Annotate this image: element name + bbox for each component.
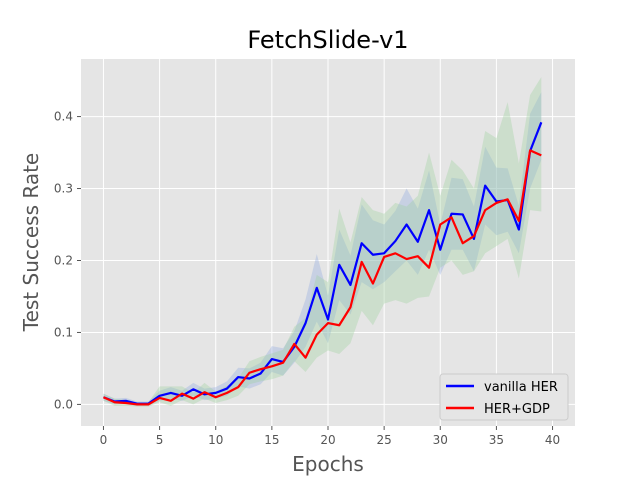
y-tick-label-2: 0.2 — [54, 253, 73, 267]
x-tick-label-10: 10 — [208, 433, 223, 447]
band-her-gdp — [103, 76, 542, 407]
y-axis-ticks: 0.0 0.1 0.2 0.3 0.4 — [54, 110, 81, 411]
x-axis-ticks: 0 5 10 15 20 25 30 35 40 — [100, 426, 560, 447]
legend-label-vanilla-her: vanilla HER — [484, 380, 558, 395]
y-axis-label: Test Success Rate — [19, 153, 43, 332]
x-tick-label-30: 30 — [433, 433, 448, 447]
x-tick-label-40: 40 — [545, 433, 560, 447]
y-tick-label-0: 0.0 — [54, 397, 73, 411]
x-tick-label-0: 0 — [100, 433, 108, 447]
line-vanilla-her — [103, 121, 543, 405]
line-her-gdp — [103, 149, 542, 406]
x-tick-label-15: 15 — [264, 433, 279, 447]
x-tick-label-20: 20 — [320, 433, 335, 447]
series-lines — [103, 121, 543, 406]
x-tick-label-25: 25 — [376, 433, 391, 447]
chart-title: FetchSlide-v1 — [247, 26, 408, 54]
y-tick-label-1: 0.1 — [54, 325, 73, 339]
legend-label-her-gdp: HER+GDP — [484, 402, 550, 417]
x-tick-label-5: 5 — [156, 433, 164, 447]
legend: vanilla HER HER+GDP — [439, 373, 569, 421]
confidence-bands — [103, 76, 542, 407]
band-vanilla-her — [103, 92, 542, 406]
x-tick-label-35: 35 — [489, 433, 504, 447]
y-tick-label-4: 0.4 — [54, 110, 73, 124]
x-axis-label: Epochs — [292, 452, 364, 476]
y-tick-label-3: 0.3 — [54, 182, 73, 196]
